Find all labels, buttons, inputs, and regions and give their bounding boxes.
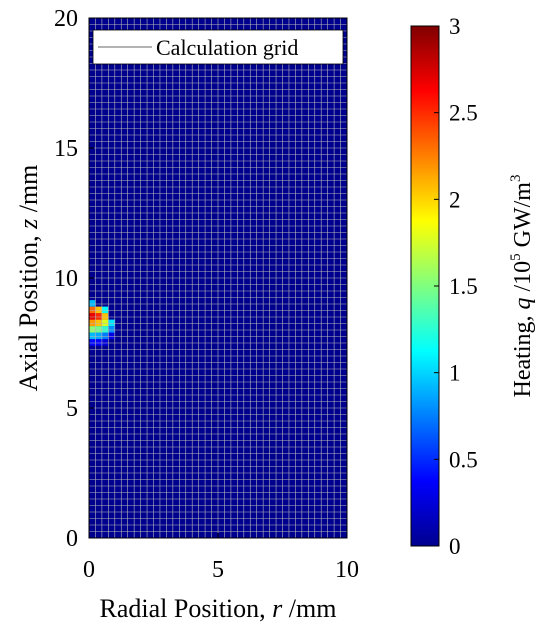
- y-tick-label: 5: [66, 396, 78, 422]
- heating-cell: [108, 326, 115, 333]
- heating-cell: [89, 313, 96, 320]
- calculation-grid: [89, 18, 347, 538]
- heating-cell: [89, 345, 96, 353]
- colorbar-tick-label: 2.5: [449, 101, 478, 126]
- heating-cell: [95, 306, 102, 314]
- y-axis-label: Axial Position, z /mm: [14, 165, 43, 392]
- heating-cell: [101, 326, 109, 333]
- heating-cell: [108, 332, 115, 340]
- x-axis-label-unit: /mm: [282, 594, 336, 623]
- colorbar-label: Heating, q /105 GW/m3: [508, 175, 536, 398]
- colorbar-tick-label: 1: [449, 361, 461, 386]
- y-tick-label: 15: [54, 136, 78, 162]
- heating-cell: [101, 332, 109, 340]
- heating-cell: [101, 319, 109, 327]
- heating-cell: [101, 306, 109, 314]
- heating-cell: [89, 300, 96, 307]
- heating-cell: [95, 319, 102, 327]
- y-tick-label: 10: [54, 266, 78, 292]
- y-axis-label-prefix: Axial Position,: [14, 229, 43, 392]
- heating-cell: [89, 332, 96, 340]
- colorbar-label-unit-exponent: 3: [508, 175, 524, 183]
- colorbar-tick-label: 0: [449, 534, 461, 559]
- legend-label: Calculation grid: [156, 35, 298, 60]
- heating-cell: [89, 306, 96, 314]
- heating-cell: [89, 319, 96, 327]
- colorbar-label-middle: /10: [510, 261, 536, 298]
- axes: 0 5 10 0 5 10 15 20: [54, 6, 359, 583]
- heating-cell: [89, 339, 96, 346]
- colorbar-tick-label: 0.5: [449, 447, 478, 472]
- colorbar-label-unit: GW/m: [510, 182, 536, 254]
- heating-cell: [95, 339, 102, 346]
- heating-cell: [95, 332, 102, 340]
- heating-hotspot: [89, 300, 115, 353]
- heating-cell: [95, 313, 102, 320]
- x-axis-label-symbol: r: [272, 594, 283, 623]
- y-axis-label-symbol: z: [14, 219, 43, 230]
- x-axis-label: Radial Position, r /mm: [100, 594, 337, 623]
- y-tick-label: 20: [54, 6, 78, 32]
- colorbar-label-symbol: q: [510, 298, 536, 310]
- colorbar-tick-label: 1.5: [449, 274, 478, 299]
- colorbar-tick-label: 2: [449, 187, 461, 212]
- x-tick-label: 0: [83, 557, 95, 583]
- colorbar-ticks: 0 0.5 1 1.5 2 2.5 3: [434, 14, 478, 559]
- heating-cell: [101, 313, 109, 320]
- colorbar-label-exponent: 5: [508, 253, 524, 261]
- y-tick-label: 0: [66, 526, 78, 552]
- x-tick-label: 5: [212, 557, 224, 583]
- y-axis-label-unit: /mm: [14, 165, 43, 219]
- heating-cell: [95, 326, 102, 333]
- plot-area: [88, 17, 348, 539]
- colorbar-tick-label: 3: [449, 14, 461, 39]
- legend: Calculation grid: [92, 29, 344, 65]
- colorbar: 0 0.5 1 1.5 2 2.5 3: [410, 14, 478, 559]
- heating-cell: [101, 339, 109, 346]
- heating-cell: [95, 345, 102, 353]
- heating-cell: [108, 319, 115, 327]
- heating-cell: [89, 326, 96, 333]
- x-axis-label-prefix: Radial Position,: [100, 594, 273, 623]
- colorbar-label-prefix: Heating,: [510, 310, 536, 398]
- x-tick-label: 10: [335, 557, 359, 583]
